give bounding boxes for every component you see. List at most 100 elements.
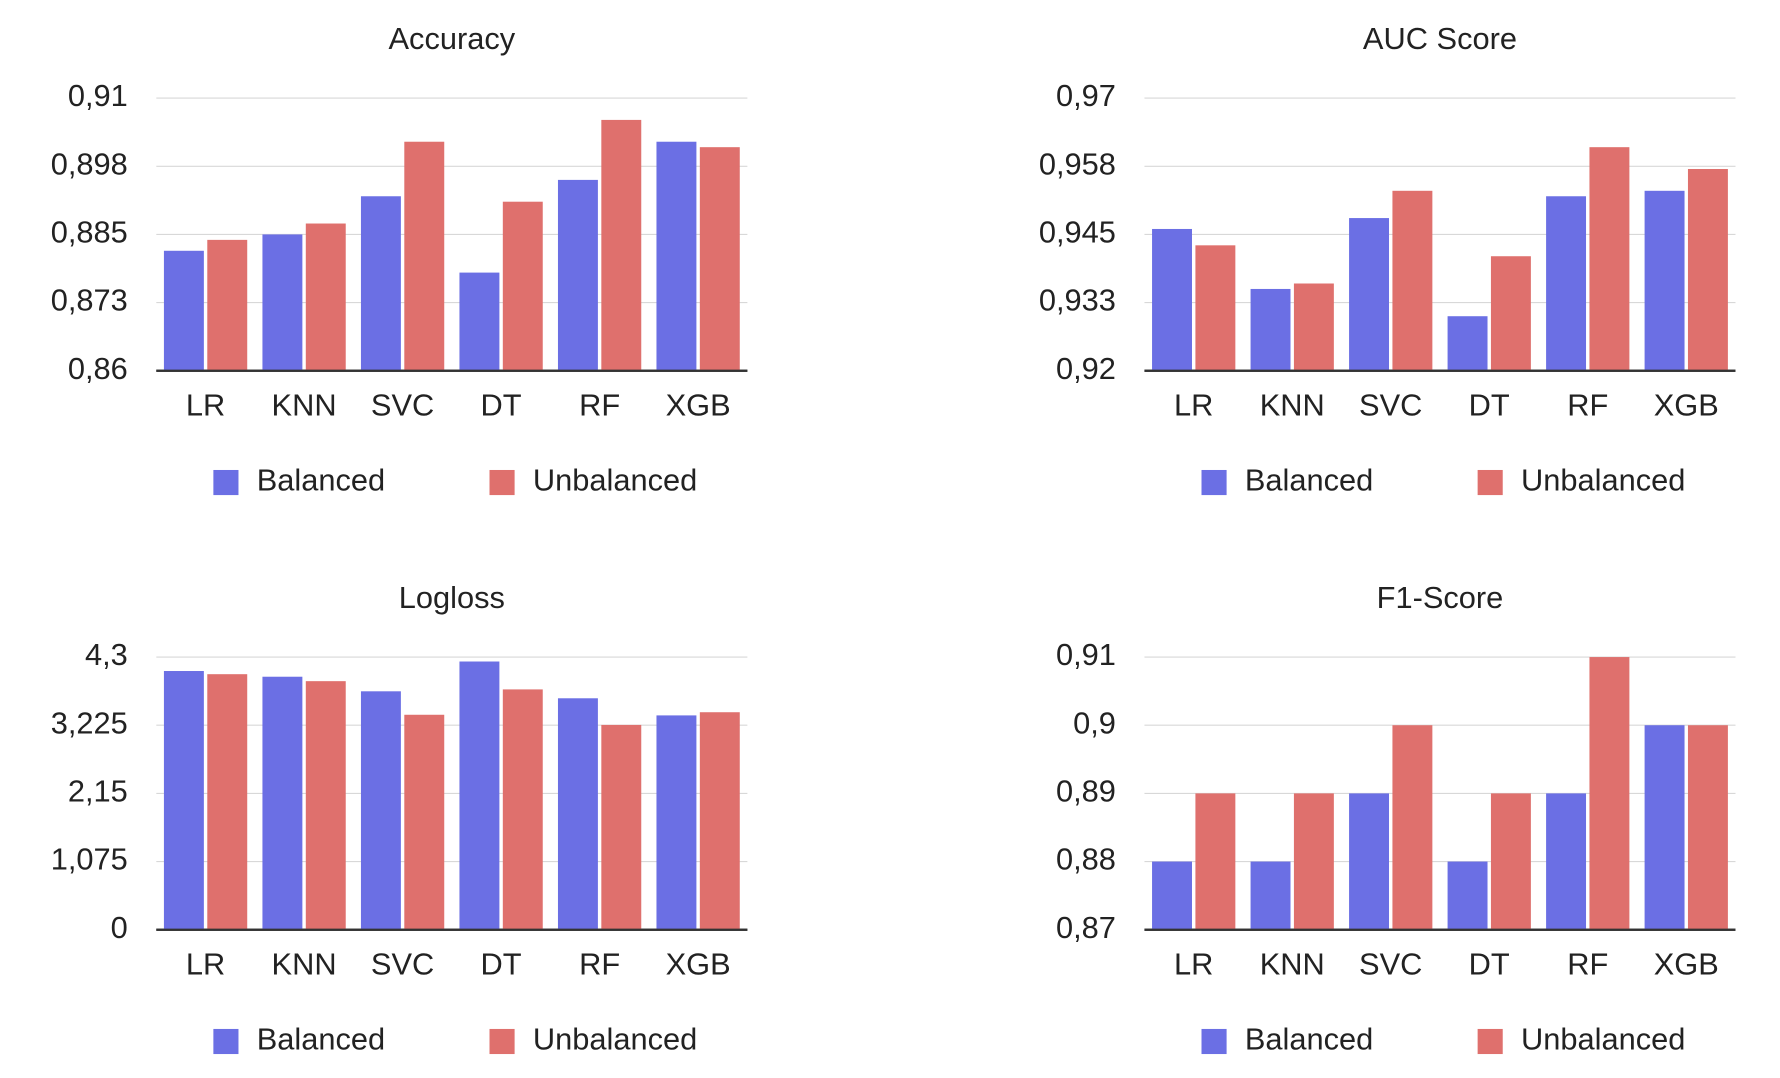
legend-swatch — [1201, 1028, 1227, 1055]
y-tick-label: 4,3 — [85, 637, 128, 672]
x-tick-label: RF — [579, 387, 620, 422]
bar — [1644, 190, 1685, 371]
legend-swatch — [1201, 469, 1227, 496]
y-tick-label: 0,873 — [51, 283, 128, 318]
bar — [557, 179, 598, 371]
x-tick-label: RF — [579, 946, 620, 981]
y-tick-label: 0,898 — [51, 146, 128, 181]
y-tick-label: 0,88 — [1056, 842, 1116, 877]
legend-label: Balanced — [1245, 463, 1373, 498]
bar — [1349, 793, 1390, 930]
bar — [1546, 196, 1587, 371]
bar — [1589, 657, 1630, 930]
y-tick-label: 2,15 — [68, 774, 128, 809]
bar — [502, 689, 543, 930]
x-tick-label: RF — [1567, 387, 1608, 422]
bar — [360, 691, 401, 930]
bar — [207, 239, 248, 371]
y-tick-label: 0,91 — [68, 78, 128, 113]
y-tick-label: 1,075 — [51, 842, 128, 877]
bar — [699, 712, 740, 930]
bar — [1447, 316, 1488, 371]
bar — [1195, 793, 1236, 930]
x-tick-label: KNN — [1260, 946, 1325, 981]
x-tick-label: LR — [186, 387, 225, 422]
legend-label: Balanced — [257, 463, 385, 498]
bar — [1392, 725, 1433, 930]
bar — [1349, 218, 1390, 371]
bar — [262, 676, 303, 930]
bar — [601, 724, 642, 930]
bar — [163, 671, 204, 930]
x-tick-label: SVC — [371, 387, 434, 422]
bar — [1152, 228, 1192, 371]
bar — [656, 715, 697, 930]
x-tick-label: SVC — [1359, 387, 1422, 422]
bar — [1687, 725, 1728, 930]
bar — [404, 714, 445, 930]
y-tick-label: 0,87 — [1056, 910, 1116, 945]
bar — [305, 681, 346, 930]
y-tick-label: 0,9 — [1073, 705, 1116, 740]
bar — [1195, 245, 1236, 371]
bar — [1250, 861, 1291, 930]
bar — [557, 698, 598, 930]
x-tick-label: KNN — [272, 387, 337, 422]
x-tick-label: LR — [1174, 946, 1213, 981]
y-tick-label: 0,97 — [1056, 78, 1116, 113]
y-tick-label: 3,225 — [51, 705, 128, 740]
y-tick-label: 0,91 — [1056, 637, 1116, 672]
bar — [1447, 861, 1488, 930]
x-tick-label: XGB — [1654, 946, 1719, 981]
bar — [1392, 190, 1433, 371]
legend-label: Balanced — [1245, 1022, 1373, 1057]
y-tick-label: 0,885 — [51, 215, 128, 250]
bar — [459, 661, 500, 930]
legend-label: Unbalanced — [533, 1022, 697, 1057]
bar — [1644, 725, 1685, 930]
y-tick-label: 0,958 — [1039, 146, 1116, 181]
bar — [262, 234, 303, 371]
chart-title: AUC Score — [1363, 21, 1517, 56]
bar — [207, 674, 248, 930]
bar — [360, 196, 401, 371]
x-tick-label: DT — [481, 387, 522, 422]
x-tick-label: LR — [186, 946, 225, 981]
bar — [404, 141, 445, 371]
bar — [1490, 256, 1531, 371]
legend-swatch — [1477, 469, 1503, 496]
bar — [1293, 283, 1334, 371]
bar — [1250, 288, 1291, 371]
x-tick-label: DT — [481, 946, 522, 981]
legend-swatch — [489, 1028, 515, 1055]
chart-title: F1-Score — [1377, 580, 1504, 615]
legend-label: Unbalanced — [533, 463, 697, 498]
bar — [305, 223, 346, 371]
chart-title: Logloss — [399, 580, 505, 615]
bar — [601, 119, 642, 371]
bar — [1490, 793, 1531, 930]
bar — [1589, 147, 1630, 371]
legend-label: Unbalanced — [1521, 1022, 1685, 1057]
bar — [502, 201, 543, 371]
bar — [1687, 168, 1728, 371]
chart-title: Accuracy — [389, 21, 516, 56]
bar — [1546, 793, 1587, 930]
x-tick-label: XGB — [666, 946, 731, 981]
bar — [1293, 793, 1334, 930]
bar — [459, 272, 500, 371]
bar — [656, 141, 697, 371]
x-tick-label: KNN — [1260, 387, 1325, 422]
x-tick-label: XGB — [666, 387, 731, 422]
legend-label: Unbalanced — [1521, 463, 1685, 498]
x-tick-label: XGB — [1654, 387, 1719, 422]
y-tick-label: 0,92 — [1056, 351, 1116, 386]
bar — [1152, 861, 1192, 930]
x-tick-label: LR — [1174, 387, 1213, 422]
legend-swatch — [489, 469, 515, 496]
x-tick-label: DT — [1469, 946, 1510, 981]
y-tick-label: 0,86 — [68, 351, 128, 386]
bar — [699, 147, 740, 371]
bar — [163, 250, 204, 371]
